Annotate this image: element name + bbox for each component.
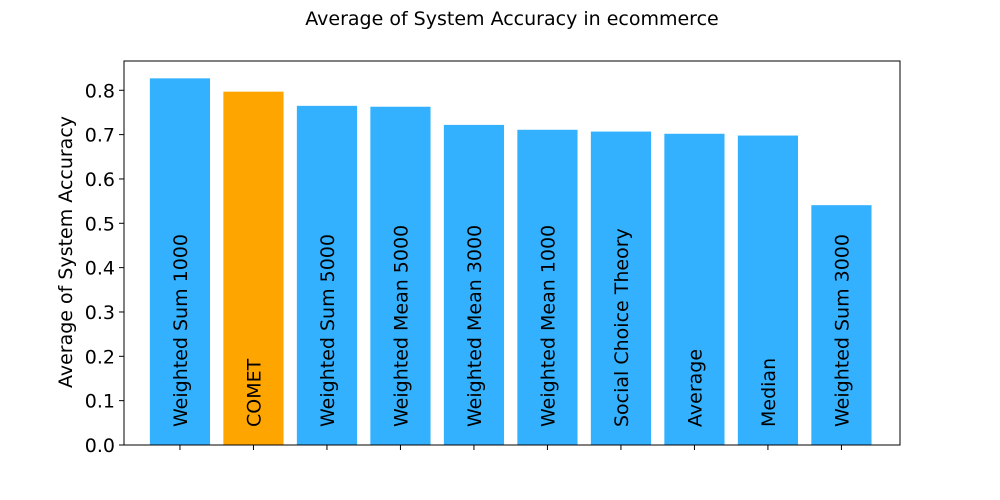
bar-label: Social Choice Theory <box>611 228 633 427</box>
y-tick-label: 0.6 <box>85 169 115 191</box>
y-tick-label: 0.3 <box>85 302 115 324</box>
x-axis-ticks <box>179 445 842 450</box>
bar-label: Weighted Sum 3000 <box>831 234 853 427</box>
bar-average <box>663 132 726 446</box>
bar-weighted-mean-5000 <box>369 105 432 446</box>
y-axis-ticks: 0.0 0.1 0.2 0.3 0.4 0.5 0.6 0.7 0.8 <box>85 80 124 457</box>
y-tick-label: 0.1 <box>85 391 115 413</box>
bar-label: Weighted Mean 3000 <box>464 225 486 427</box>
y-axis-label: Average of System Accuracy <box>55 116 77 388</box>
bar-weighted-sum-5000 <box>295 104 359 446</box>
bar-label: Weighted Mean 1000 <box>537 225 559 427</box>
bar-weighted-mean-3000 <box>442 123 506 446</box>
bar-label: Average <box>684 349 706 427</box>
bar-label: Weighted Sum 1000 <box>170 234 192 427</box>
bar-label: COMET <box>243 358 265 427</box>
bar-weighted-sum-1000 <box>148 77 212 446</box>
chart-title: Average of System Accuracy in ecommerce <box>305 8 718 30</box>
bar-labels-layer: Weighted Sum 1000 COMET Weighted Sum 5000 W… <box>170 225 853 427</box>
y-tick-label: 0.8 <box>85 80 115 102</box>
bar-weighted-mean-1000 <box>516 128 579 446</box>
y-tick-label: 0.4 <box>85 258 115 280</box>
y-tick-label: 0.5 <box>85 213 115 235</box>
y-tick-label: 0.2 <box>85 346 115 368</box>
plot-frame <box>123 60 901 446</box>
y-tick-label: 0.7 <box>85 125 115 147</box>
bars-layer <box>148 77 873 446</box>
bar-weighted-sum-3000 <box>810 204 873 446</box>
bar-label: Median <box>758 358 780 427</box>
bar-label: Weighted Sum 5000 <box>317 234 339 427</box>
bar-comet <box>222 90 285 446</box>
y-tick-label: 0.0 <box>85 435 115 457</box>
bar-label: Weighted Mean 5000 <box>390 225 412 427</box>
